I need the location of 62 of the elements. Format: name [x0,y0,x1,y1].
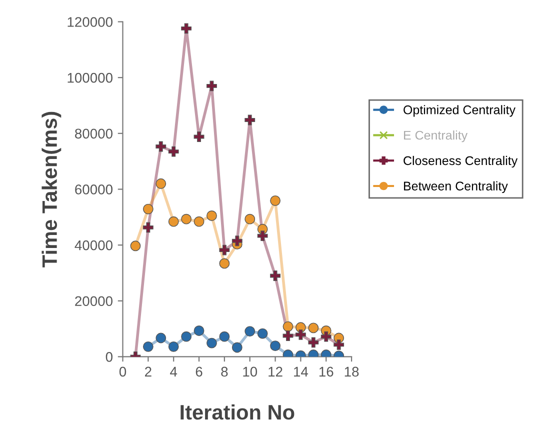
x-tick-label: 8 [221,366,228,377]
y-tick-label: 20000 [75,296,112,306]
point [156,141,166,152]
point [130,240,141,252]
point [232,342,242,353]
point [194,326,204,336]
point [142,204,154,214]
point [194,216,204,227]
x-tick-label: 2 [145,366,152,376]
y-tick-label: 60000 [75,184,112,194]
point [219,244,230,256]
point [181,331,192,342]
x-axis-title: Iteration No [180,404,294,420]
point [232,236,242,246]
point [308,322,319,334]
point [257,328,268,339]
point [142,222,154,233]
x-tick-label: 10 [243,366,258,377]
point [142,341,154,352]
x-tick-label: 6 [196,366,202,377]
y-tick-label: 80000 [75,128,112,139]
point [206,338,217,348]
point [334,339,344,350]
point [282,321,294,332]
point [257,230,268,242]
point [320,331,332,342]
point [308,337,319,348]
point [295,329,306,340]
point [244,326,256,337]
y-tick-label: 120000 [68,17,112,27]
x-tick-label: 18 [344,366,359,377]
point [156,178,166,189]
x-tick-label: 4 [170,366,178,376]
legend-label: Closeness Centrality [404,156,518,168]
point [156,332,166,344]
point [181,23,192,34]
legend-label: Optimized Centrality [404,105,516,117]
x-tick-label: 14 [294,366,308,376]
x-tick-label: 16 [319,366,334,377]
y-tick-label: 0 [106,352,112,362]
point [244,214,256,224]
point [270,195,280,206]
x-tick-label: 0 [119,366,126,377]
point [270,270,280,281]
y-tick-label: 40000 [74,240,112,250]
point [219,331,230,342]
legend-label: Between Centrality [404,181,508,193]
point [168,216,179,227]
point [206,210,217,221]
legend-label: E Centrality [404,130,468,142]
point [219,258,230,269]
y-tick-label: 100000 [68,72,112,83]
y-axis-title: Time Taken(ms) [42,112,62,268]
point [270,340,280,352]
point [244,114,256,126]
point [194,132,204,142]
x-tick-label: 12 [268,366,282,376]
point [181,214,192,224]
point [168,341,179,352]
point [206,80,217,92]
point [282,330,294,341]
point [168,146,179,157]
